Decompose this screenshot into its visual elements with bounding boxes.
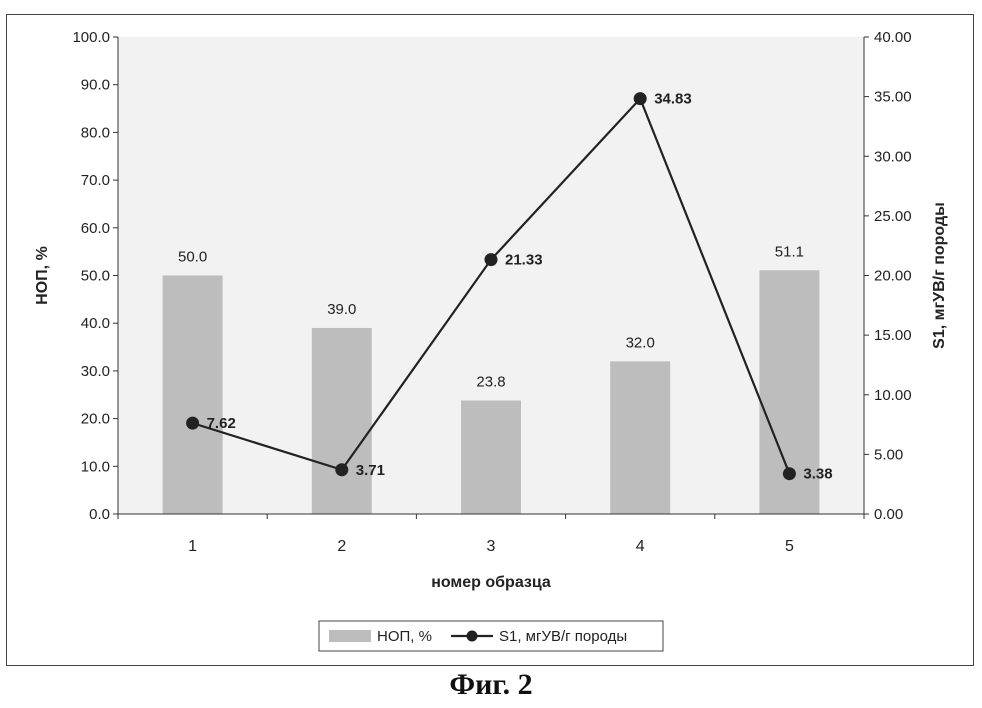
- line-point: [783, 467, 796, 480]
- y-tick-label: 0.0: [89, 506, 110, 523]
- chart-frame: 50.0 39.0 23.8 32.0 51.1 0.0 10.0 20.0 30.0 40.0 5…: [6, 14, 974, 666]
- legend-label-line: S1, мгУВ/г породы: [499, 628, 627, 645]
- legend-swatch-marker: [467, 631, 478, 642]
- combo-chart: 50.0 39.0 23.8 32.0 51.1 0.0 10.0 20.0 30.0 40.0 5…: [7, 15, 973, 665]
- y-tick-label: 50.0: [81, 268, 110, 285]
- line-point: [634, 92, 647, 105]
- x-tick-label: 5: [785, 538, 794, 555]
- y2-tick-label: 35.00: [874, 89, 912, 106]
- line-point: [335, 463, 348, 476]
- bar-value-label: 23.8: [476, 373, 505, 390]
- bar-value-label: 39.0: [327, 301, 356, 318]
- legend-swatch-bars: [329, 630, 371, 642]
- y-tick-label: 40.0: [81, 315, 110, 332]
- bar-value-label: 51.1: [775, 243, 804, 260]
- figure-caption: Фиг. 2: [0, 668, 982, 702]
- y2-tick-label: 40.00: [874, 29, 912, 46]
- x-tick-label: 1: [188, 538, 197, 555]
- y2-tick-label: 25.00: [874, 208, 912, 225]
- bar: [461, 400, 521, 514]
- line-value-label: 21.33: [505, 252, 543, 269]
- y-tick-label: 10.0: [81, 458, 110, 475]
- line-value-label: 7.62: [207, 415, 236, 432]
- bar: [163, 276, 223, 515]
- y2-tick-label: 15.00: [874, 327, 912, 344]
- y-tick-label: 90.0: [81, 77, 110, 94]
- y-tick-label: 100.0: [72, 29, 110, 46]
- x-tick-label: 3: [487, 538, 496, 555]
- y2-tick-label: 30.00: [874, 148, 912, 165]
- y-tick-label: 70.0: [81, 172, 110, 189]
- y-tick-label: 20.0: [81, 411, 110, 428]
- line-point: [186, 417, 199, 430]
- y2-axis-title: S1, мгУВ/г породы: [931, 202, 948, 349]
- y2-tick-label: 5.00: [874, 446, 903, 463]
- x-axis-title: номер образца: [431, 574, 551, 591]
- y-tick-label: 60.0: [81, 220, 110, 237]
- bar-value-label: 32.0: [626, 334, 655, 351]
- bar-value-label: 50.0: [178, 249, 207, 266]
- y2-tick-label: 10.00: [874, 387, 912, 404]
- line-value-label: 34.83: [654, 91, 692, 108]
- y-tick-label: 80.0: [81, 124, 110, 141]
- bar: [312, 328, 372, 514]
- line-value-label: 3.71: [356, 462, 385, 479]
- line-point: [485, 253, 498, 266]
- legend-label-bars: НОП, %: [377, 628, 432, 645]
- line-value-label: 3.38: [803, 466, 832, 483]
- y2-tick-label: 0.00: [874, 506, 903, 523]
- y-tick-label: 30.0: [81, 363, 110, 380]
- y2-tick-label: 20.00: [874, 268, 912, 285]
- x-tick-label: 2: [337, 538, 346, 555]
- x-tick-label: 4: [636, 538, 645, 555]
- y-axis-title: НОП, %: [34, 246, 51, 305]
- bar: [610, 361, 670, 514]
